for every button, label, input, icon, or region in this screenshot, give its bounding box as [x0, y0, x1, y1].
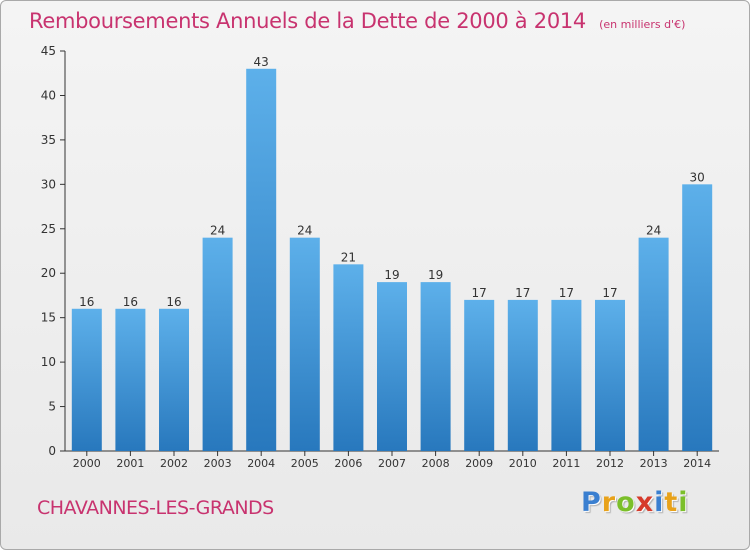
logo-letter: i — [654, 487, 665, 518]
bar-value-label: 16 — [123, 295, 138, 309]
unit-note: (en milliers d'€) — [599, 18, 686, 31]
x-tick-label: 2013 — [640, 457, 668, 470]
city-name: CHAVANNES-LES-GRANDS — [37, 497, 274, 519]
axes: 0 5 10 15 20 25 30 35 40 45 2000 2001 2002 2003 2004 20… — [41, 44, 719, 470]
bar-2009 — [464, 299, 495, 451]
logo-letter: o — [616, 487, 636, 518]
y-tick-label: 25 — [41, 222, 56, 236]
bar-value-label: 16 — [79, 295, 94, 309]
bar-2002 — [159, 308, 189, 451]
logo-letter: P — [581, 487, 602, 518]
bar-2005 — [289, 237, 320, 451]
logo-letter: t — [664, 487, 679, 518]
y-tick-label: 45 — [41, 44, 56, 58]
x-tick-label: 2009 — [465, 457, 493, 470]
bar-2013 — [638, 237, 669, 451]
x-tick-label: 2010 — [509, 457, 537, 470]
x-tick-label: 2007 — [378, 457, 406, 470]
bar-2000 — [71, 308, 102, 451]
bar-value-label: 30 — [690, 170, 705, 184]
bar-2014 — [682, 184, 713, 452]
bar-value-label: 24 — [297, 224, 312, 238]
logo-letter: x — [635, 487, 655, 518]
x-tick-label: 2006 — [334, 457, 362, 470]
bar-value-label: 24 — [646, 224, 661, 238]
bar-value-label: 17 — [602, 286, 617, 300]
y-tick-label: 15 — [41, 311, 56, 325]
bar-value-label: 43 — [254, 55, 269, 69]
y-tick-label: 0 — [48, 444, 56, 458]
bar-2007 — [377, 282, 407, 451]
bar-2004 — [246, 68, 277, 452]
x-tick-label: 2003 — [204, 457, 232, 470]
logo-letter: i — [678, 487, 689, 518]
bar-2010 — [507, 299, 538, 451]
x-tick-label: 2014 — [683, 457, 711, 470]
x-tick-label: 2002 — [160, 457, 188, 470]
y-tick-label: 30 — [41, 177, 56, 191]
chart-title: Remboursements Annuels de la Dette de 20… — [29, 9, 586, 33]
y-tick-label: 5 — [48, 400, 56, 414]
logo-letter: r — [601, 487, 617, 518]
proxiti-logo[interactable]: Proxiti — [581, 487, 689, 518]
bar-2012 — [595, 299, 625, 451]
bar-2003 — [202, 237, 233, 451]
bar-value-label: 17 — [559, 286, 574, 300]
bar-value-label: 21 — [341, 250, 356, 264]
x-tick-label: 2011 — [552, 457, 580, 470]
y-tick-label: 35 — [41, 133, 56, 147]
bars: 16 16 16 24 43 24 21 19 19 17 17 17 17 24 30 — [71, 55, 713, 452]
bar-value-label: 17 — [472, 286, 487, 300]
title-block: Remboursements Annuels de la Dette de 20… — [29, 9, 685, 33]
bar-value-label: 24 — [210, 224, 225, 238]
bar-value-label: 16 — [166, 295, 181, 309]
x-tick-label: 2008 — [422, 457, 450, 470]
x-tick-label: 2005 — [291, 457, 319, 470]
y-tick-label: 10 — [41, 355, 56, 369]
bar-value-label: 17 — [515, 286, 530, 300]
x-tick-label: 2004 — [247, 457, 275, 470]
bar-value-label: 19 — [428, 268, 443, 282]
x-tick-label: 2012 — [596, 457, 624, 470]
bar-2008 — [420, 282, 451, 451]
y-tick-label: 40 — [41, 88, 56, 102]
bar-2006 — [333, 264, 364, 451]
y-tick-label: 20 — [41, 266, 56, 280]
x-tick-label: 2000 — [73, 457, 101, 470]
x-tick-label: 2001 — [116, 457, 144, 470]
bar-2001 — [115, 308, 146, 451]
bar-value-label: 19 — [384, 268, 399, 282]
bar-2011 — [551, 299, 582, 451]
